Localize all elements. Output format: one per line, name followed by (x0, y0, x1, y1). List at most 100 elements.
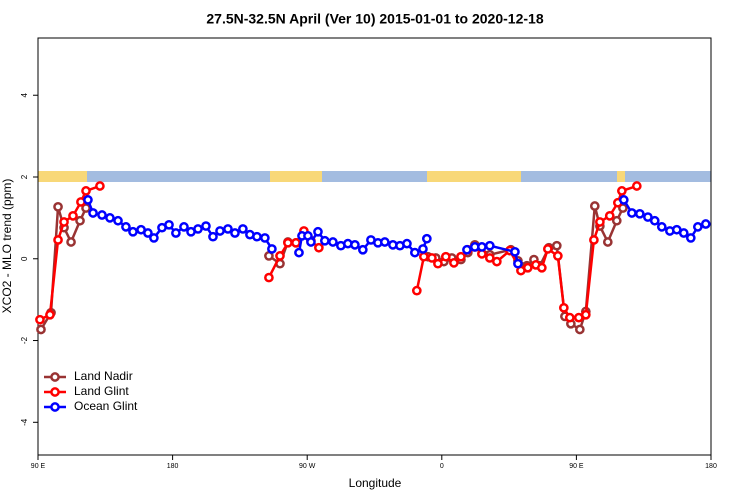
legend-label: Ocean Glint (74, 399, 138, 413)
point (617, 186, 627, 196)
point (215, 226, 225, 236)
point (656, 222, 667, 232)
point (68, 210, 78, 221)
point (59, 217, 69, 227)
y-axis-label: XCO2 - MLO trend (ppm) (0, 179, 14, 314)
point (357, 244, 368, 255)
point (685, 233, 696, 243)
point (275, 251, 285, 261)
point (513, 258, 523, 269)
point (553, 251, 563, 261)
point (418, 244, 428, 254)
point (193, 224, 203, 234)
x-tick-label: 180 (705, 463, 717, 470)
point (350, 240, 360, 250)
point (537, 262, 547, 273)
y-tick-label: 2 (20, 174, 29, 179)
point (484, 240, 495, 251)
point (164, 219, 174, 230)
point (201, 221, 211, 231)
x-tick-label: 180 (167, 463, 179, 470)
x-axis-label: Longitude (349, 476, 402, 490)
legend-label: Land Nadir (74, 369, 133, 383)
point (627, 208, 637, 218)
point (440, 251, 451, 262)
point (477, 242, 487, 252)
point (88, 208, 98, 218)
point (574, 324, 585, 335)
point (551, 240, 562, 251)
point (260, 233, 270, 243)
land-strip (617, 171, 625, 182)
ocean-strip (38, 171, 711, 182)
point (264, 272, 274, 283)
x-tick-label: 90 E (31, 463, 46, 470)
point (128, 226, 138, 237)
point (319, 235, 330, 246)
point (631, 181, 642, 191)
point (113, 215, 123, 226)
point (421, 233, 432, 244)
point (230, 228, 240, 238)
point (427, 253, 437, 263)
point (634, 208, 645, 219)
point (208, 231, 218, 242)
point (510, 246, 520, 257)
point (692, 222, 703, 232)
point (143, 228, 153, 238)
point (81, 186, 91, 196)
point (484, 253, 495, 263)
x-tick-label: 90 W (299, 463, 316, 470)
land-ocean-strip (38, 171, 711, 182)
y-tick-label: 0 (20, 256, 29, 261)
point (678, 228, 689, 238)
point (223, 224, 233, 234)
legend-marker (50, 402, 60, 412)
land-strip (270, 171, 322, 182)
point (419, 251, 429, 262)
point (522, 262, 533, 273)
legend-marker (50, 387, 60, 397)
point (313, 226, 323, 237)
point (618, 195, 629, 205)
point (267, 244, 277, 254)
point (604, 210, 615, 221)
point (283, 237, 293, 248)
point (149, 233, 159, 243)
point (35, 314, 45, 325)
point (171, 228, 181, 238)
point (649, 215, 660, 226)
point (602, 237, 613, 247)
point (700, 219, 711, 229)
y-tick-label: 4 (20, 92, 29, 97)
point (306, 237, 316, 247)
point (558, 302, 569, 313)
point (589, 201, 600, 211)
point (314, 242, 324, 253)
point (294, 247, 304, 258)
point (83, 195, 93, 205)
point (252, 231, 262, 242)
point (491, 256, 502, 267)
legend-label: Land Glint (74, 384, 129, 398)
point (379, 237, 390, 247)
point (595, 217, 605, 227)
point (179, 222, 189, 232)
point (36, 324, 46, 335)
y-tick-label: -2 (20, 336, 29, 344)
point (45, 309, 55, 320)
point (75, 215, 85, 226)
chart-title: 27.5N-32.5N April (Ver 10) 2015-01-01 to… (206, 11, 543, 27)
point (81, 203, 91, 213)
point (589, 235, 599, 245)
point (121, 222, 131, 232)
point (564, 312, 575, 323)
point (402, 238, 412, 249)
point (411, 285, 422, 296)
point (105, 213, 115, 223)
land-strip (427, 171, 521, 182)
point (238, 224, 248, 234)
point (643, 212, 653, 222)
point (53, 235, 63, 245)
